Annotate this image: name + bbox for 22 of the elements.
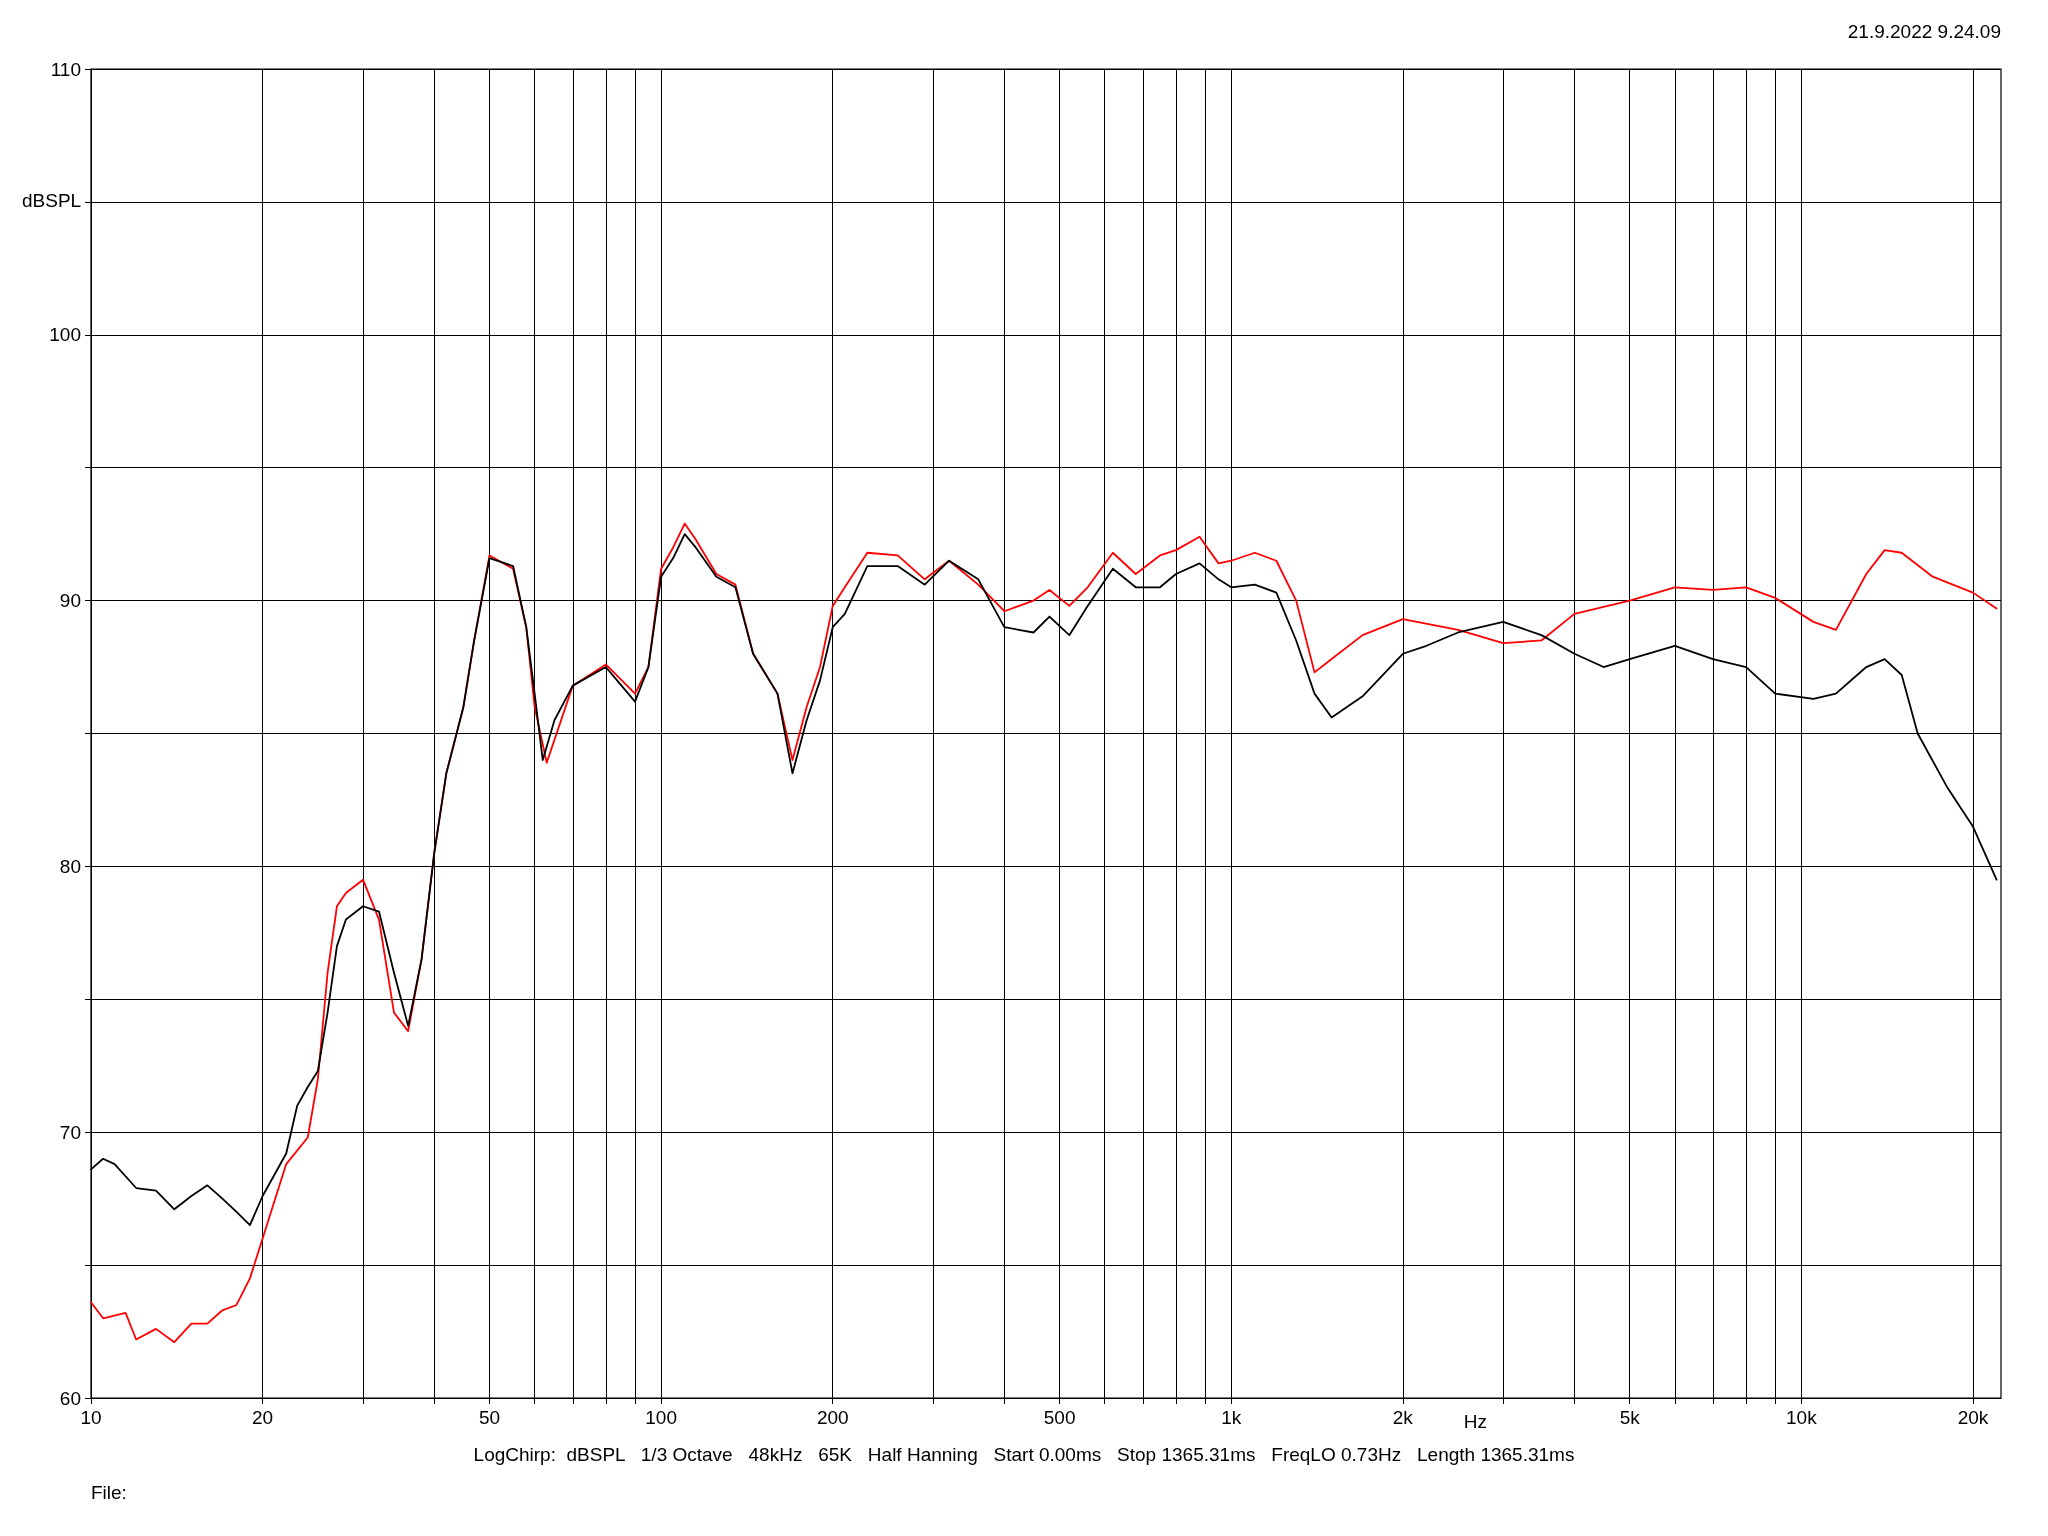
x-tick-label: 500 xyxy=(1043,1407,1076,1428)
x-tick-label: 20k xyxy=(1957,1407,1989,1428)
y-tick-label: 60 xyxy=(59,1387,81,1409)
text: File: xyxy=(91,1482,127,1503)
y-tick-label: 90 xyxy=(59,590,81,612)
text: LogChirp: dBSPL 1/3 Octave 48kHz 65K Half Hanning Start 0.00ms Stop 1365.31ms FreqLO 0.73Hz Length 1365.31ms xyxy=(473,1444,1575,1465)
y-tick-label: 70 xyxy=(59,1121,81,1143)
x-tick-label: 100 xyxy=(645,1407,677,1428)
x-tick-label: 1k xyxy=(1221,1407,1242,1428)
text: 21.9.2022 9.24.09 xyxy=(1847,21,2001,42)
x-tick-label: 10 xyxy=(80,1407,102,1428)
y-tick-label: 80 xyxy=(59,855,81,877)
x-tick-label: 2k xyxy=(1392,1407,1414,1428)
x-tick-label: 10k xyxy=(1786,1407,1818,1428)
y-tick-label: 110 xyxy=(50,58,81,80)
x-tick-label: 50 xyxy=(478,1407,501,1428)
y-tick-label: 100 xyxy=(49,324,81,346)
x-tick-label: 5k xyxy=(1619,1407,1641,1428)
x-axis-title: Hz xyxy=(1463,1411,1487,1432)
x-tick-label: 20 xyxy=(252,1407,274,1428)
y-axis-title: dBSPL xyxy=(22,189,82,211)
x-tick-label: 200 xyxy=(816,1407,849,1428)
